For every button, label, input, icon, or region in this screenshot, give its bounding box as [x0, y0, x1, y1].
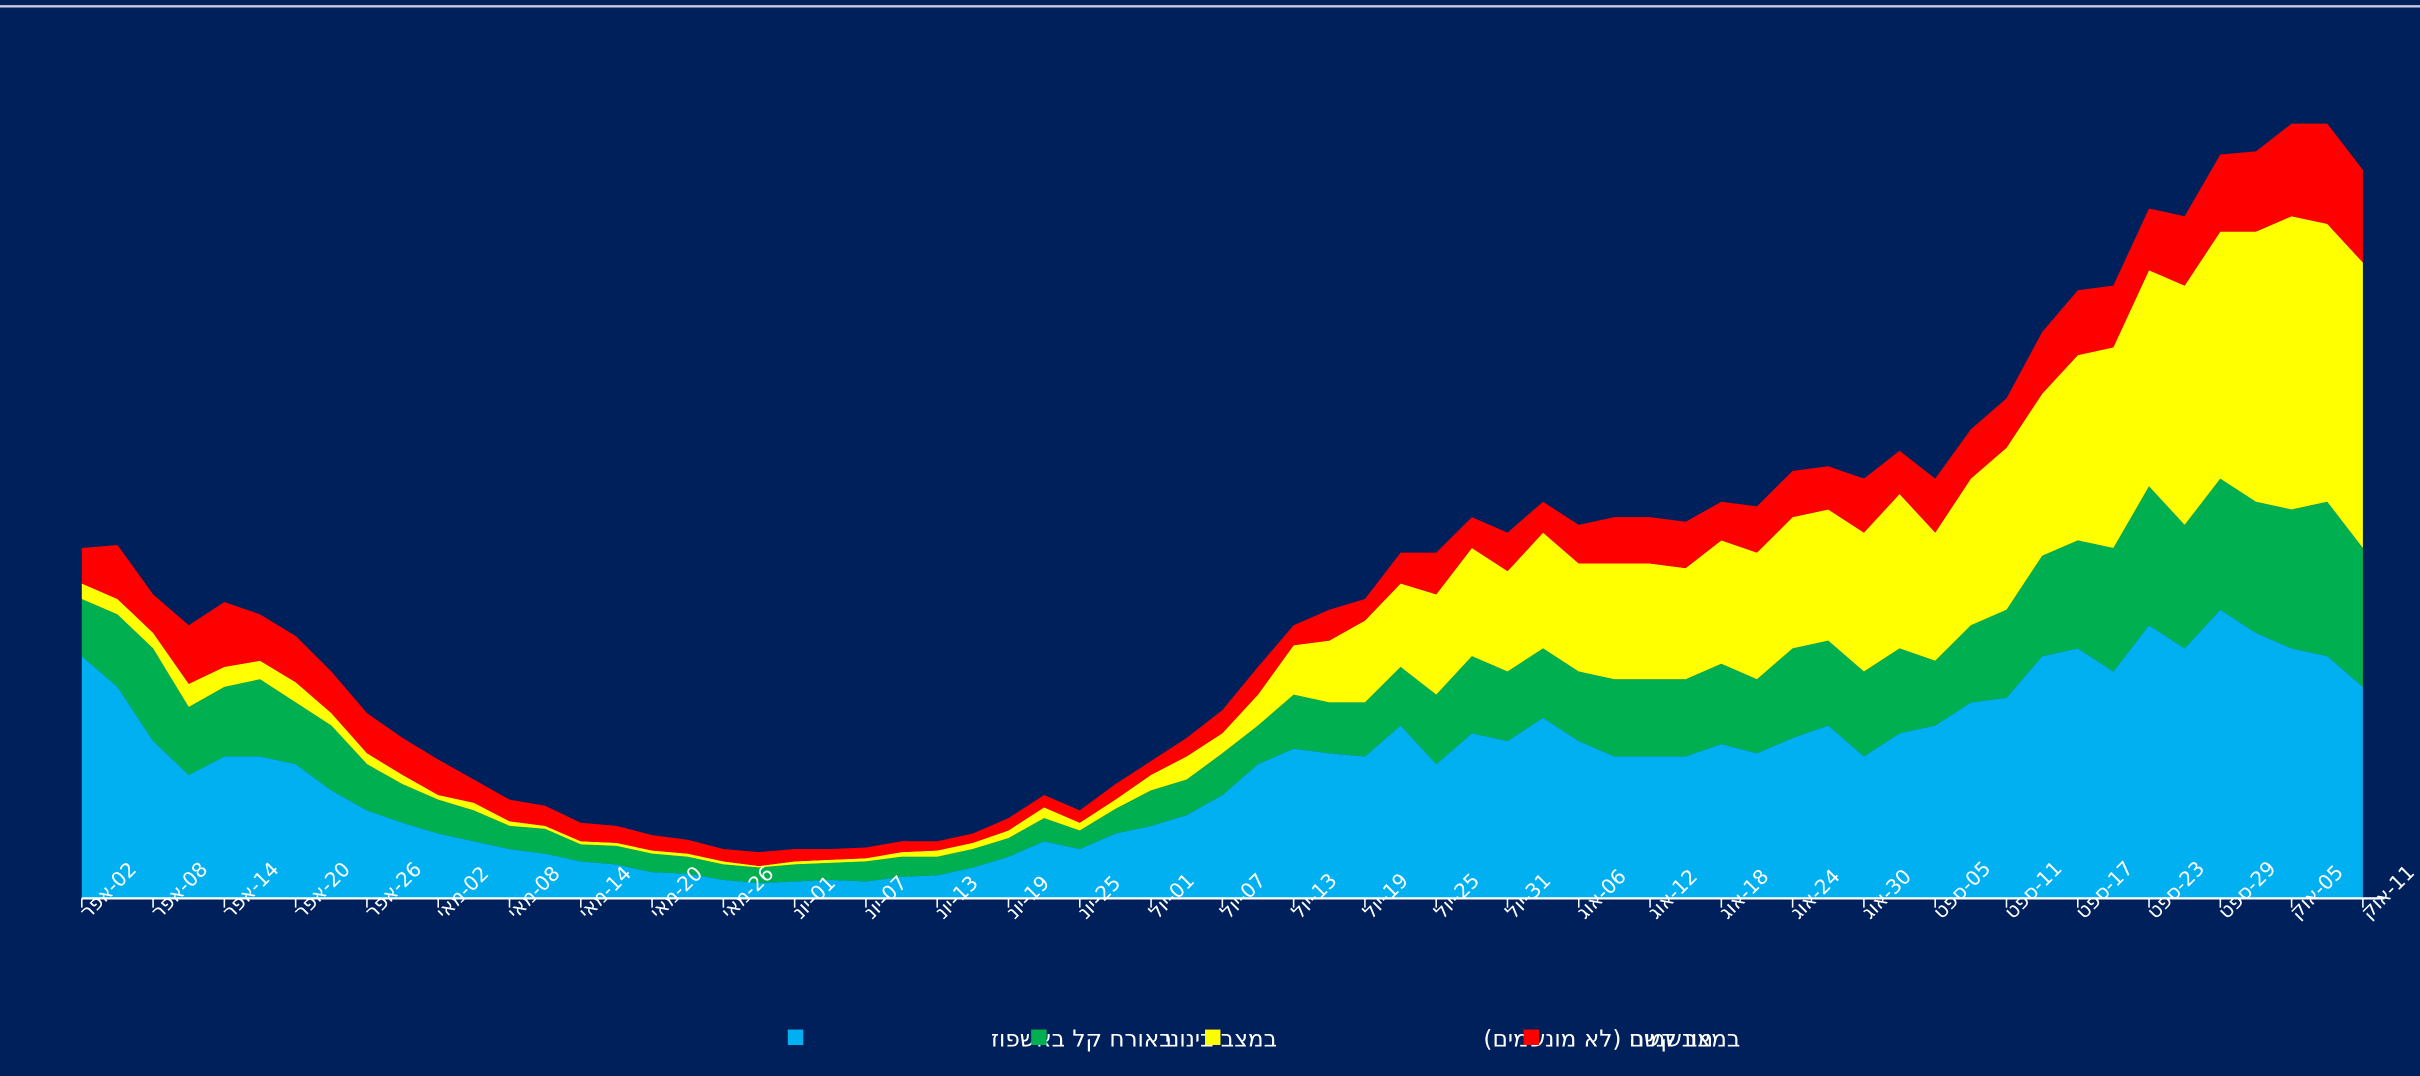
- legend-label: מונשמים: [1629, 1027, 1713, 1053]
- legend-label: במצב בינוני: [1165, 1027, 1277, 1053]
- legend-swatch: [1031, 1029, 1047, 1045]
- legend-swatch: [787, 1029, 804, 1045]
- area: [81, 123, 2363, 866]
- legend-swatch: [1205, 1029, 1221, 1045]
- area: [81, 216, 2363, 868]
- legend-swatch: [1523, 1029, 1540, 1045]
- legend-label: באורח קל באשפוז: [991, 1027, 1173, 1053]
- area: [81, 609, 2363, 899]
- area: [81, 478, 2363, 883]
